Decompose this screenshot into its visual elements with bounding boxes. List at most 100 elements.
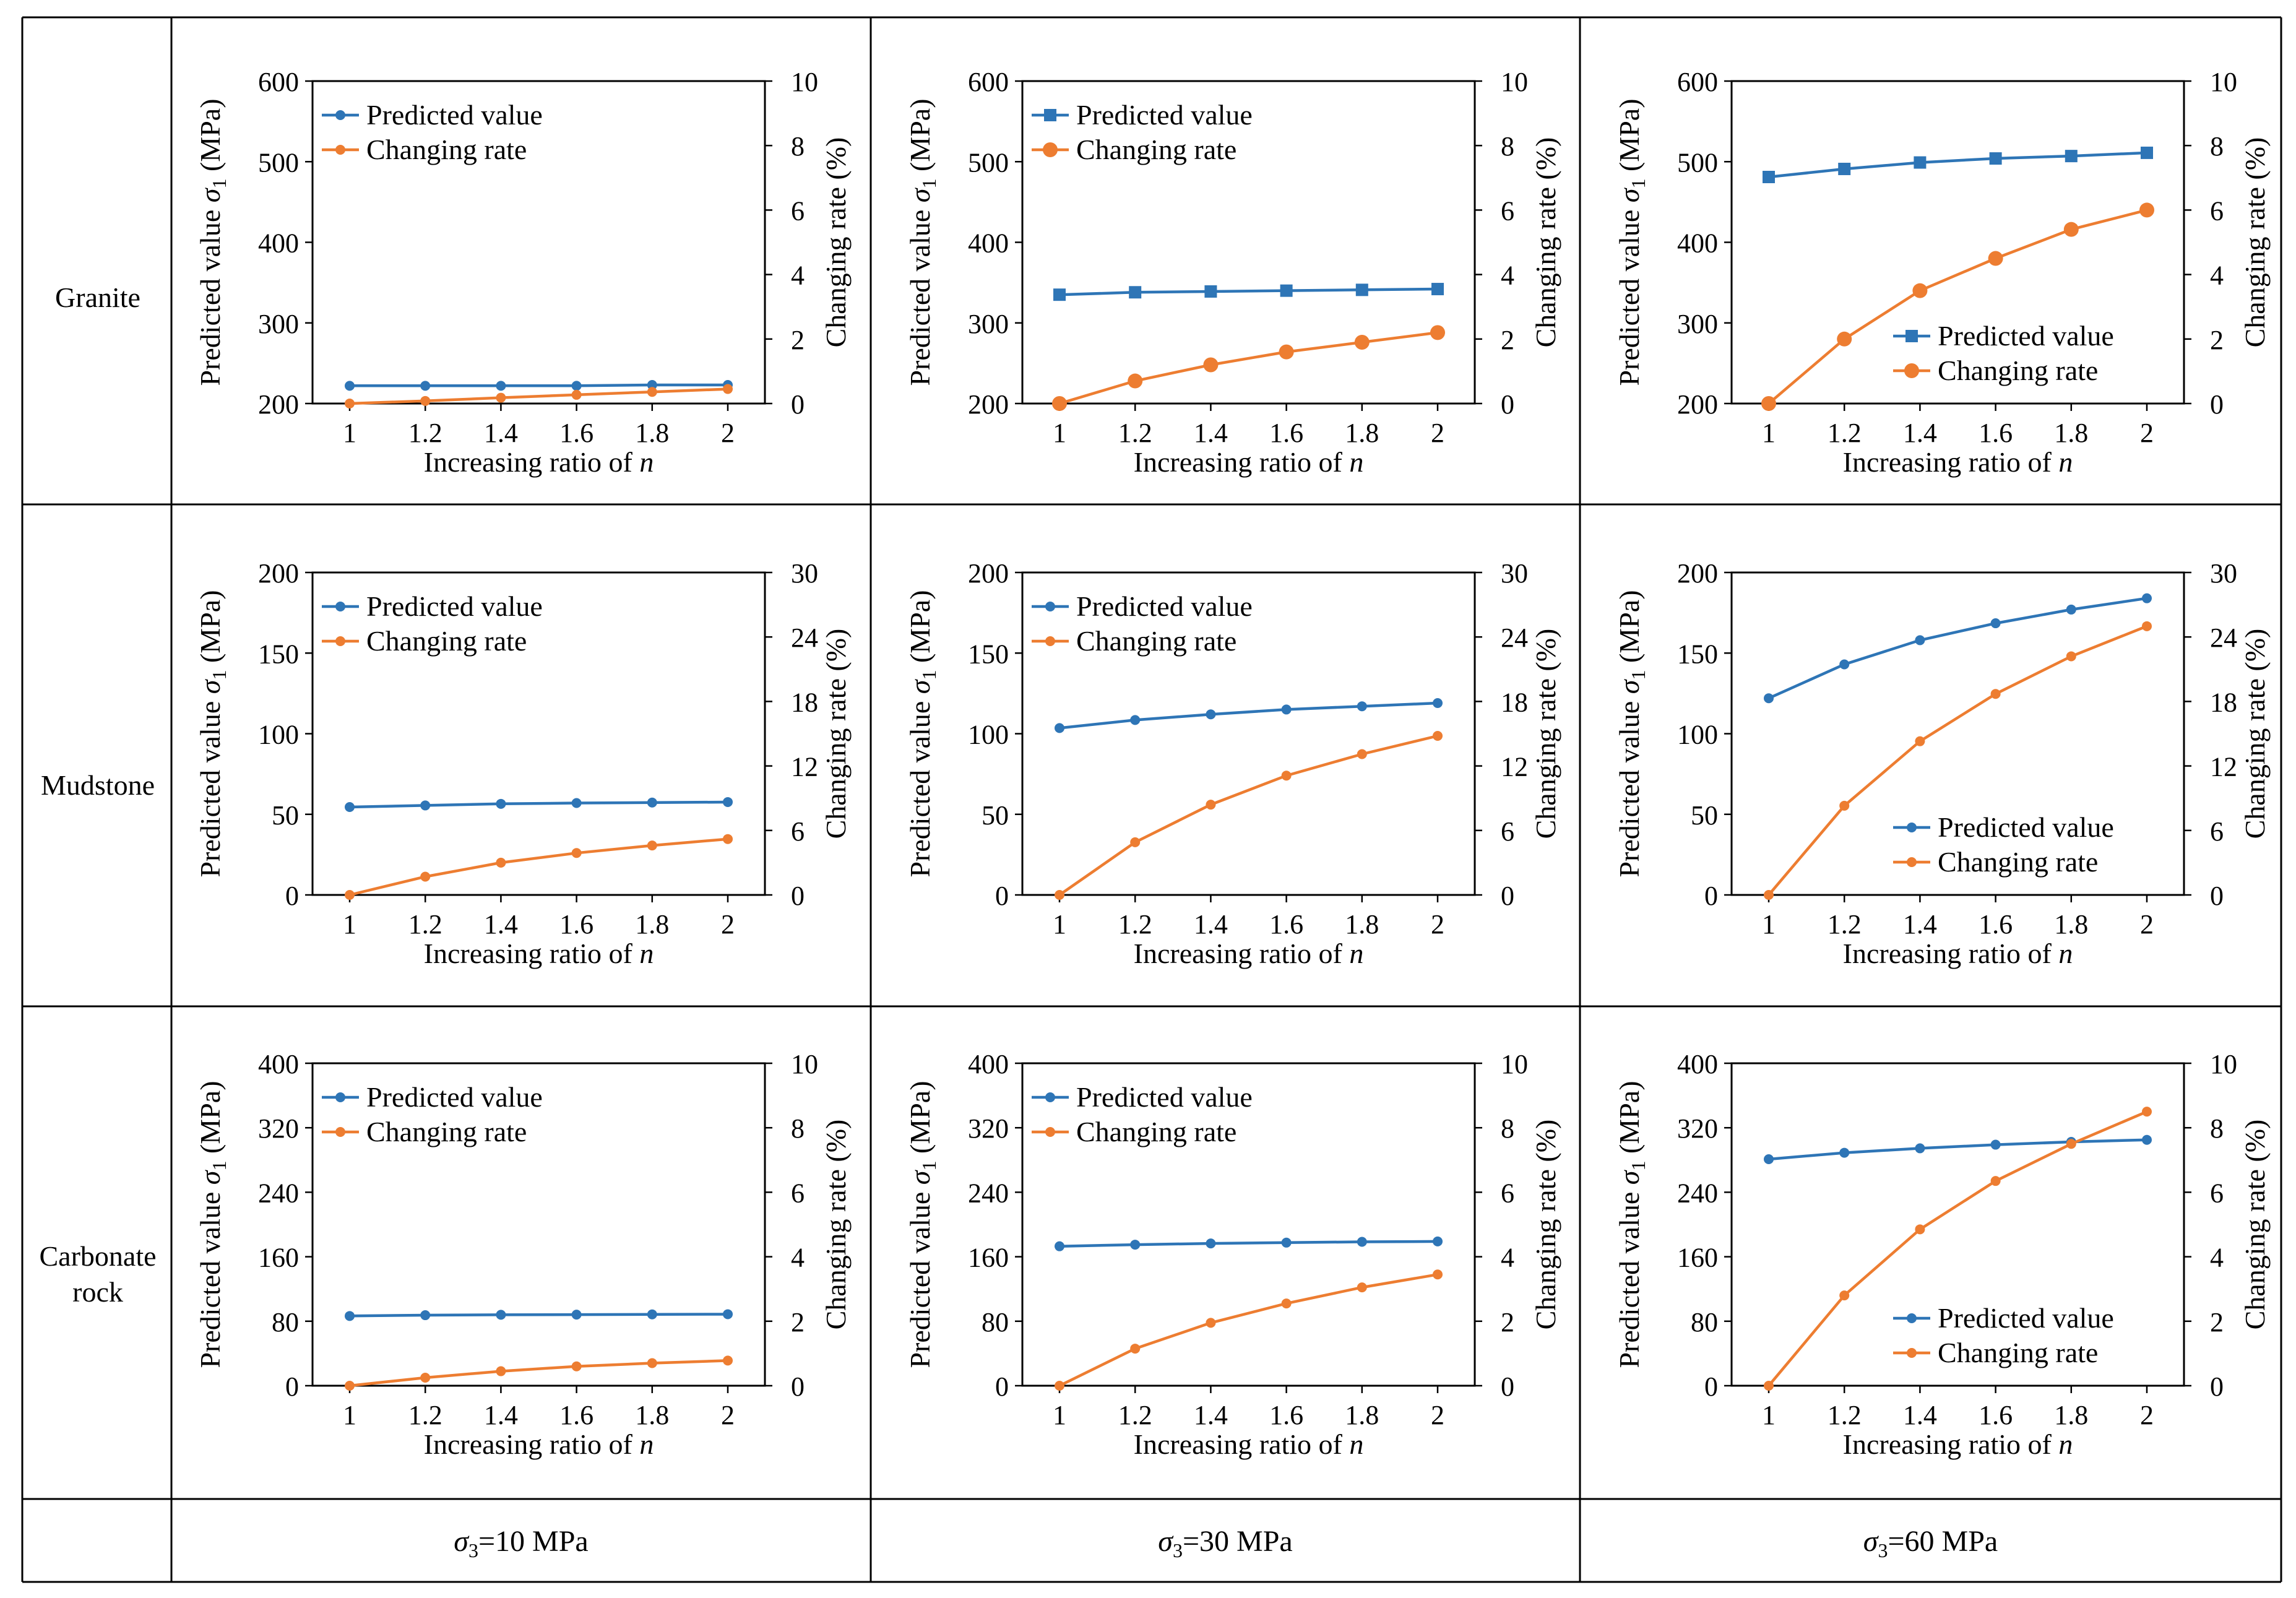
series-line [1767, 209, 2147, 405]
y-right-axis-label: Changing rate (%) [820, 629, 852, 839]
data-point-marker [1990, 618, 2001, 629]
x-tick-label: 1.8 [1345, 1400, 1379, 1430]
x-tick-label: 1.4 [1903, 909, 1937, 939]
data-point-marker [1764, 1154, 1774, 1164]
y-right-tick-label: 6 [791, 816, 805, 847]
legend-entry: Predicted value [1076, 1081, 1253, 1113]
data-point-marker [1055, 723, 1064, 733]
x-tick-label: 1.2 [1828, 909, 1862, 939]
y-right-tick-label: 4 [791, 261, 805, 291]
y-left-tick-label: 0 [285, 1371, 299, 1402]
data-point-marker [1357, 749, 1367, 759]
data-point-marker [1764, 890, 1774, 900]
data-point-marker [1431, 283, 1444, 296]
y-left-axis-label: Predicted value σ1 (MPa) [1613, 1081, 1649, 1368]
x-tick-label: 1.6 [1979, 418, 2013, 448]
data-point-marker [571, 798, 582, 808]
data-point-marker [723, 384, 733, 394]
data-point-marker [1914, 156, 1927, 169]
data-point-marker [1130, 1344, 1141, 1354]
legend-marker [1045, 636, 1055, 646]
data-point-marker [1281, 771, 1292, 781]
y-right-tick-label: 0 [791, 389, 805, 420]
data-point-marker [1915, 635, 1925, 646]
y-left-tick-label: 0 [995, 1371, 1009, 1402]
y-right-tick-label: 2 [2210, 1307, 2224, 1337]
y-left-axis-label: Predicted value σ1 (MPa) [194, 1081, 230, 1368]
legend-entry: Changing rate [1076, 1116, 1236, 1147]
y-right-tick-label: 6 [1501, 816, 1514, 847]
data-point-marker [1430, 325, 1445, 340]
series-line [349, 387, 728, 405]
x-tick-label: 1 [1053, 909, 1066, 939]
x-tick-label: 1.8 [635, 909, 669, 939]
y-right-axis-label: Changing rate (%) [2239, 629, 2271, 839]
legend-entry: Predicted value [366, 1081, 543, 1113]
y-right-tick-label: 6 [1501, 196, 1514, 226]
y-right-tick-label: 30 [1501, 558, 1528, 589]
y-right-tick-label: 6 [2210, 816, 2224, 847]
y-right-tick-label: 2 [791, 1307, 805, 1337]
chart-1-3: 200 300 400 500 600 0 2 4 6 8 10 1 1.2 1.4 1.6 1.8 2 Incr… [1613, 67, 2271, 478]
x-tick-label: 1.4 [1903, 1400, 1937, 1430]
y-right-tick-label: 10 [2210, 1049, 2237, 1079]
data-point-marker [723, 834, 733, 844]
x-tick-label: 1.8 [2054, 909, 2088, 939]
data-point-marker [345, 381, 355, 391]
y-right-tick-label: 12 [2210, 752, 2237, 782]
x-tick-label: 1.8 [1345, 909, 1379, 939]
data-point-marker [1281, 1237, 1292, 1248]
legend-entry: Changing rate [1938, 1337, 2098, 1368]
data-point-marker [1203, 357, 1219, 373]
data-point-marker [1912, 283, 1928, 298]
data-point-marker [2141, 146, 2153, 159]
legend-marker [335, 110, 345, 120]
x-tick-label: 1.6 [1269, 418, 1303, 448]
legend-entry: Changing rate [1076, 134, 1236, 165]
data-point-marker [571, 848, 582, 858]
data-point-marker [1053, 288, 1066, 301]
data-point-marker [496, 1310, 506, 1320]
x-tick-label: 1 [343, 1400, 356, 1430]
data-point-marker [345, 1311, 355, 1321]
y-right-tick-label: 0 [2210, 389, 2224, 420]
y-left-tick-label: 240 [258, 1178, 299, 1208]
data-point-marker [647, 840, 657, 851]
data-point-marker [420, 800, 431, 811]
y-right-tick-label: 0 [791, 881, 805, 911]
series-line [1768, 597, 2147, 700]
series-line [1059, 1273, 1438, 1388]
y-right-tick-label: 0 [2210, 881, 2224, 911]
data-point-marker [420, 871, 431, 882]
legend-entry: Predicted value [1938, 320, 2114, 352]
data-point-marker [1915, 1143, 1925, 1154]
data-point-marker [1839, 1147, 1850, 1158]
y-left-tick-label: 200 [968, 558, 1009, 589]
y-right-tick-label: 2 [791, 325, 805, 355]
y-left-tick-label: 600 [1677, 67, 1718, 97]
legend-entry: Predicted value [366, 590, 543, 622]
chart-1-2: 200 300 400 500 600 0 2 4 6 8 10 1 1.2 1.4 1.6 1.8 2 Incr… [904, 67, 1561, 478]
y-right-tick-label: 10 [2210, 67, 2237, 97]
series-line [1059, 701, 1438, 730]
y-right-tick-label: 2 [1501, 1307, 1514, 1337]
x-tick-label: 1.2 [408, 418, 442, 448]
data-point-marker [1839, 800, 1850, 811]
data-point-marker [2139, 202, 2154, 218]
y-right-tick-label: 4 [2210, 261, 2224, 291]
series-line [1058, 734, 1438, 896]
y-right-tick-label: 0 [1501, 389, 1514, 420]
data-point-marker [1206, 800, 1216, 810]
x-tick-label: 1.8 [2054, 418, 2088, 448]
y-left-tick-label: 0 [1704, 1371, 1718, 1402]
plot-area [1021, 1062, 1476, 1387]
data-point-marker [1763, 170, 1775, 183]
x-tick-label: 1 [1762, 418, 1776, 448]
data-point-marker [1839, 659, 1850, 670]
y-left-tick-label: 160 [968, 1243, 1009, 1273]
y-right-axis-label: Changing rate (%) [820, 137, 852, 348]
y-left-tick-label: 200 [1677, 558, 1718, 589]
data-point-marker [496, 857, 506, 868]
y-right-tick-label: 6 [1501, 1178, 1514, 1208]
